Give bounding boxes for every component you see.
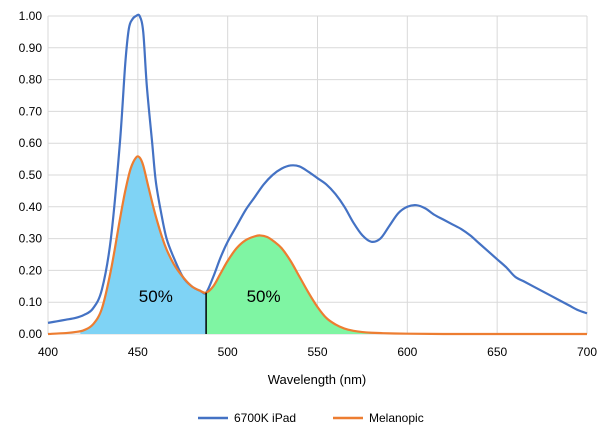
legend-label-1: Melanopic (369, 411, 424, 425)
x-tick-label: 400 (38, 345, 58, 359)
series-line-1 (47, 155, 587, 336)
legend-label-0: 6700K iPad (234, 411, 296, 425)
region-fill-right (206, 235, 408, 334)
axes: 0.00 0.10 0.20 0.30 0.40 0.50 0.60 0.70 0.80 0.90… (19, 9, 598, 359)
legend: 6700K iPad Melanopic (198, 411, 424, 425)
y-tick-label: 0.60 (19, 136, 43, 150)
y-tick-label: 0.20 (19, 263, 43, 277)
region-label-1: 50% (247, 287, 281, 306)
x-tick-label: 450 (128, 345, 148, 359)
y-tick-label: 0.90 (19, 41, 43, 55)
x-tick-label: 500 (218, 345, 238, 359)
region-label-0: 50% (139, 287, 173, 306)
x-axis-title: Wavelength (nm) (268, 372, 367, 387)
x-tick-label: 600 (397, 345, 417, 359)
y-tick-label: 1.00 (19, 9, 43, 23)
x-tick-label: 550 (307, 345, 327, 359)
region-fill-left (80, 157, 207, 334)
y-tick-label: 0.10 (19, 295, 43, 309)
x-tick-label: 650 (487, 345, 507, 359)
y-tick-label: 0.80 (19, 73, 43, 87)
y-tick-label: 0.00 (19, 327, 43, 341)
area-fills (80, 157, 408, 334)
x-tick-label: 700 (577, 345, 597, 359)
region-labels: 50% 50% (139, 287, 281, 306)
y-tick-label: 0.50 (19, 168, 43, 182)
y-tick-label: 0.30 (19, 232, 43, 246)
series-lines (47, 13, 588, 336)
y-tick-label: 0.70 (19, 104, 43, 118)
y-tick-label: 0.40 (19, 200, 43, 214)
series-line-0 (47, 13, 588, 324)
